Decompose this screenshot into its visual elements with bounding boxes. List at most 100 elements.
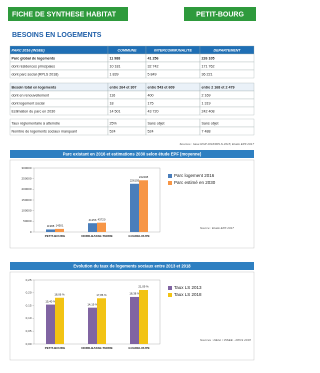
table-cell-text: entre 543 et 609: [148, 85, 175, 89]
table-cell-text: entre 2 168 et 2 479: [202, 85, 235, 89]
bar: [55, 228, 64, 232]
section-title: BESOINS EN LOGEMENTS: [12, 32, 102, 39]
table-cell-text: Parc global de logements: [12, 56, 56, 60]
data-label: 17,86 %: [96, 293, 107, 297]
data-label: 18,38 %: [129, 292, 140, 296]
bar: [88, 307, 97, 344]
table-cell-text: Sans objet: [148, 121, 165, 125]
x-tick-label: GUADELOUPE: [128, 234, 149, 238]
header-right: PETIT-BOURG: [196, 11, 244, 18]
x-tick-label: PETIT-BOURG: [45, 234, 66, 238]
table-cell: [199, 126, 255, 136]
table-cell-text: 11 988: [110, 56, 121, 60]
header-left: FICHE DE SYNTHESE HABITAT: [12, 11, 117, 18]
table-cell-text: 41 256: [148, 56, 159, 60]
table-header-text: INTERCOMMUNALITE: [154, 48, 192, 52]
y-tick-label: 150000: [21, 198, 31, 202]
bar: [46, 229, 55, 232]
y-tick-label: 300000: [21, 166, 31, 170]
x-tick-label: NORD-BASSE-TERRE: [81, 346, 112, 350]
table-cell: [145, 98, 201, 108]
bar: [97, 298, 106, 344]
table-cell-text: dont résidences principales: [12, 64, 56, 68]
table-cell-text: 400: [148, 93, 154, 97]
table-cell-text: 1 839: [110, 72, 119, 76]
table-cell-text: 1 319: [202, 101, 211, 105]
table-cell-text: 32 742: [148, 64, 159, 68]
y-tick-label: 0,10: [26, 316, 32, 320]
table-cell-text: Estimation du parc en 2030: [12, 109, 56, 113]
table-cell-text: 25%: [110, 121, 118, 125]
data-label: 15,40 %: [45, 299, 56, 303]
table-cell-text: 524: [110, 129, 116, 133]
data-label: 11988: [47, 224, 55, 228]
table-cell-text: 116: [110, 93, 116, 97]
y-tick-label: 0,00: [26, 342, 32, 346]
table-cell-text: 5 849: [148, 72, 157, 76]
bar: [130, 296, 139, 344]
table-header-text: DEPARTEMENT: [213, 48, 241, 52]
chart-title: Parc existant en 2016 et estimations 203…: [63, 151, 202, 156]
y-tick-label: 0: [30, 230, 32, 234]
table-cell: [199, 69, 255, 79]
chart-title-bar: [10, 150, 254, 158]
table-cell-text: 43 720: [148, 109, 159, 113]
x-tick-label: NORD-BASSE-TERRE: [81, 234, 112, 238]
bar: [139, 290, 148, 344]
header-right-bar: [184, 7, 256, 21]
table-cell-text: 10 181: [110, 64, 121, 68]
y-tick-label: 0,15: [26, 303, 32, 307]
table-cell-text: 175: [148, 101, 154, 105]
data-label: 41256: [89, 218, 97, 222]
table-cell: [145, 126, 201, 136]
page: FICHE DE SYNTHESE HABITAT PETIT-BOURG BE…: [8, 7, 256, 361]
table-cell-text: 2 169: [202, 93, 211, 97]
data-label: 18,06 %: [54, 293, 65, 297]
bar: [97, 222, 106, 232]
chart-source: Sources : DEAL / INSEE - RPLS 2018: [200, 338, 251, 342]
table-cell-text: 18: [110, 101, 114, 105]
bar: [139, 180, 148, 232]
legend-label: Parc estimé en 2030: [174, 180, 216, 185]
y-tick-label: 0,05: [26, 329, 32, 333]
x-tick-label: GUADELOUPE: [128, 346, 149, 350]
table-cell-text: 242 408: [202, 109, 215, 113]
table-source: Sources : base RGP 2016/RPLS 2018, Etude…: [179, 142, 254, 146]
table-header-text: PARC 2016 (INSEE): [12, 48, 46, 52]
bar: [130, 183, 139, 232]
data-label: 226105: [130, 178, 140, 182]
table-cell-text: 226 105: [202, 56, 215, 60]
table-cell-text: 7 488: [202, 129, 211, 133]
legend-label: Taux LS 2018: [174, 292, 202, 297]
data-label: 21,09 %: [138, 285, 149, 289]
table-cell: [199, 106, 255, 116]
header-left-bar: [8, 7, 128, 21]
y-tick-label: 0,20: [26, 291, 32, 295]
x-tick-label: PETIT-BOURG: [45, 346, 66, 350]
legend-swatch: [168, 174, 172, 178]
table-cell-text: dont logement social: [12, 101, 45, 105]
legend-label: Parc logement 2016: [174, 173, 215, 178]
bar: [55, 297, 64, 344]
table-header-text: COMMUNE: [118, 48, 138, 52]
chart-title: Evolution du taux de logements sociaux e…: [73, 263, 191, 268]
bar: [46, 304, 55, 344]
table-cell: [107, 98, 147, 108]
y-tick-label: 250000: [21, 176, 31, 180]
legend-label: Taux LS 2013: [174, 285, 202, 290]
table-cell-text: 171 762: [202, 64, 215, 68]
y-tick-label: 100000: [21, 208, 31, 212]
y-tick-label: 50000: [23, 219, 32, 223]
table-cell-text: entre 264 et 307: [110, 85, 137, 89]
y-tick-label: 0,25: [26, 278, 32, 282]
table-cell-text: Besoin total en logements: [12, 85, 57, 89]
legend-swatch: [168, 293, 172, 297]
y-tick-label: 200000: [21, 187, 31, 191]
table-cell-text: Taux réglementaire à atteindre: [12, 121, 61, 125]
legend-swatch: [168, 286, 172, 290]
table-cell-text: dont en renouvellement: [12, 93, 50, 97]
table-cell-text: dont parc social (RPLS 2018): [12, 72, 59, 76]
table-cell-text: Sans objet: [202, 121, 219, 125]
data-label: 14,19 %: [87, 302, 98, 306]
table-cell: [145, 90, 201, 100]
